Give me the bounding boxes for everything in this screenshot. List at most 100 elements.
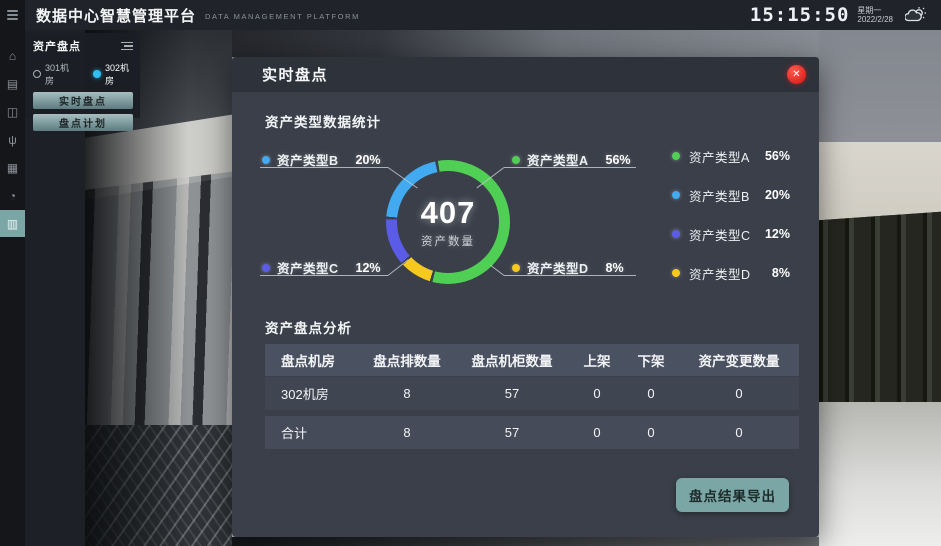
legend-c-pct: 12% [764,227,790,241]
table-row-total: 合计 8 57 0 0 0 [265,416,799,449]
energy-icon: ψ [8,132,17,147]
header-room: 盘点机房 [281,354,335,369]
inventory-plan-button[interactable]: 盘点计划 [33,114,133,131]
cell-row-count: 8 [403,425,411,440]
legend-a-pct: 56% [764,149,790,163]
platform-title: 数据中心智慧管理平台 [36,7,197,25]
legend-d-pct: 8% [771,266,790,280]
background-wall-beige [819,142,941,224]
type-c-callout-pct: 12% [355,260,381,275]
cell-changes: 0 [735,386,743,401]
cell-unracked: 0 [647,425,655,440]
background-top-strip [232,30,819,57]
callout-b-underline [260,167,388,168]
type-b-dot [262,155,270,164]
inventory-analysis-table: 盘点机房 盘点排数量 盘点机柜数量 上架 下架 资产变更数量 302机房 8 5… [265,344,799,449]
background-bottom-strip [232,537,819,546]
cell-room: 合计 [281,426,308,441]
cell-racked: 0 [593,386,601,401]
panel-menu-icon[interactable] [121,41,133,51]
legend-item-b: 资产类型B 20% [672,188,790,204]
legend-b-dot [672,191,680,199]
date-label: 2022/2/28 [857,15,893,24]
close-icon: ✕ [792,69,801,80]
background-rack-row [819,30,941,546]
callout-type-d: 资产类型D 8% [512,258,624,277]
sidebar-item-assets-active[interactable]: ▥ [0,210,25,237]
type-a-dot [512,155,520,164]
hamburger-icon [7,10,18,20]
header-row-count: 盘点排数量 [373,354,441,369]
background-server-racks [819,211,941,421]
callout-d-underline [504,275,636,276]
cell-room: 302机房 [281,387,329,402]
room-301-radio[interactable] [33,70,41,78]
background-server-corridor [85,30,232,546]
legend-d-dot [672,269,680,277]
asset-panel-title: 资产盘点 [33,41,81,53]
main-menu-button[interactable] [0,0,25,30]
legend-item-c: 资产类型C 12% [672,227,790,243]
room-302-label[interactable]: 302机房 [104,63,129,86]
type-a-callout-pct: 56% [605,152,631,167]
callout-c-underline [260,275,388,276]
sidebar-item-energy[interactable]: ψ [0,126,25,153]
chart-section-title: 资产类型数据统计 [265,115,381,130]
type-a-callout-label: 资产类型A [527,154,589,168]
table-section-title: 资产盘点分析 [265,321,352,336]
room-302-radio[interactable] [92,70,101,78]
type-b-callout-label: 资产类型B [277,154,339,168]
assets-icon: ▥ [6,216,19,231]
type-c-dot [262,263,270,272]
donut-center: 407 资产数量 [397,171,499,273]
sidebar-item-monitor[interactable]: ◫ [0,98,25,125]
left-icon-rail: ⌂ ▤ ◫ ψ ▦ ◔ ▥ [0,30,25,546]
home-icon: ⌂ [8,48,17,63]
header-changes: 资产变更数量 [698,354,780,369]
stats-icon: ◔ [8,188,17,203]
type-b-callout-pct: 20% [355,152,381,167]
type-c-callout-label: 资产类型C [277,262,339,276]
realtime-inventory-button[interactable]: 实时盘点 [33,92,133,109]
sidebar-item-screen[interactable]: ▦ [0,154,25,181]
weather-icon [905,7,926,22]
cell-cabinet-count: 57 [504,425,520,440]
export-results-button[interactable]: 盘点结果导出 [676,478,789,512]
legend-b-label: 资产类型B [689,189,750,204]
asset-total-label: 资产数量 [421,236,475,248]
background-floor [819,402,941,546]
callout-d-leader [490,264,505,276]
type-d-callout-label: 资产类型D [527,262,589,276]
cell-row-count: 8 [403,386,411,401]
screen-icon: ▦ [6,160,19,175]
platform-subtitle: DATA MANAGEMENT PLATFORM [205,12,360,21]
legend-b-pct: 20% [764,188,790,202]
cell-unracked: 0 [647,386,655,401]
cell-racked: 0 [593,425,601,440]
sidebar-item-home[interactable]: ⌂ [0,42,25,69]
room-301-label[interactable]: 301机房 [45,63,70,86]
callout-type-a: 资产类型A 56% [512,150,631,169]
close-button[interactable]: ✕ [787,65,806,84]
legend-a-label: 资产类型A [689,150,750,165]
legend-d-label: 资产类型D [689,267,751,282]
callout-type-b: 资产类型B 20% [262,150,381,169]
legend-c-dot [672,230,680,238]
asset-inventory-panel: 资产盘点 301机房 302机房 实时盘点 盘点计划 [25,33,140,131]
callout-type-c: 资产类型C 12% [262,258,381,277]
background-wall-upper [819,30,941,142]
date-block: 星期一 2022/2/28 [857,6,893,24]
weekday-label: 星期一 [857,6,882,15]
cell-cabinet-count: 57 [504,386,520,401]
monitor-icon: ◫ [6,104,19,119]
modal-title: 实时盘点 [262,67,329,84]
cell-changes: 0 [735,425,743,440]
realtime-inventory-modal: 实时盘点 ✕ 资产类型数据统计 407 资产数量 资产类型B 20% 资产类型A… [232,57,819,537]
header-unracked: 下架 [637,354,665,369]
sidebar-item-stats[interactable]: ◔ [0,182,25,209]
table-header-row: 盘点机房 盘点排数量 盘点机柜数量 上架 下架 资产变更数量 [265,344,799,376]
sidebar-item-racks[interactable]: ▤ [0,70,25,97]
callout-a-underline [504,167,636,168]
racks-icon: ▤ [6,76,19,91]
